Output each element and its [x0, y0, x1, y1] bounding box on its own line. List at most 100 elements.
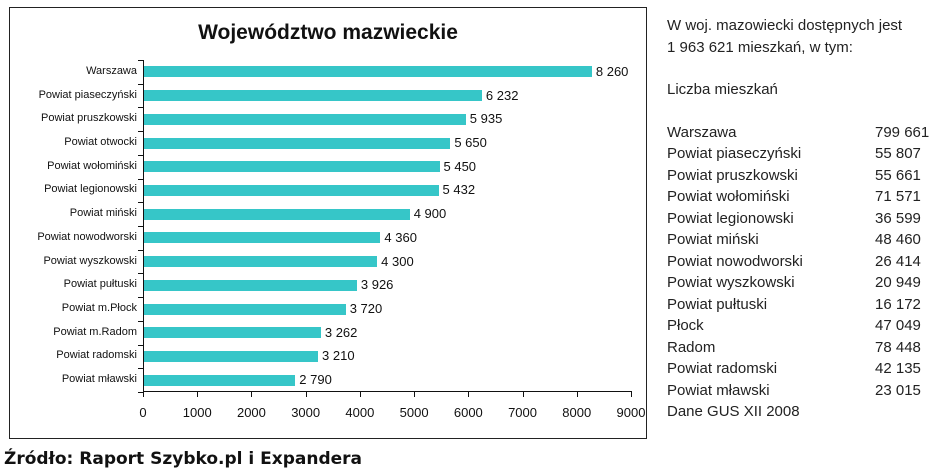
category-label: Powiat wołomiński: [47, 159, 137, 172]
bar: [144, 184, 439, 196]
side-row-value: 799 661: [875, 123, 930, 141]
x-tick: [143, 392, 144, 397]
category-label: Warszawa: [86, 64, 137, 77]
side-row-name: Powiat mławski: [667, 381, 770, 399]
side-row-value: 55 807: [875, 145, 921, 162]
side-row: Powiat nowodworski 26 414: [667, 251, 941, 273]
category-label: Powiat piaseczyński: [38, 88, 137, 101]
side-row-name: Powiat piaseczyński: [667, 145, 802, 162]
category-label: Powiat legionowski: [44, 183, 137, 196]
y-tick: [138, 154, 143, 156]
y-tick: [138, 131, 143, 133]
source-caption: Źródło: Raport Szybko.pl i Expandera: [4, 449, 363, 469]
value-label: 4 300: [381, 253, 414, 269]
side-row-name: Powiat pruszkowski: [667, 166, 798, 184]
value-label: 3 210: [322, 348, 355, 364]
value-label: 5 450: [443, 158, 477, 174]
plot-area: Warszawa 8 260 Powiat piaseczyński 6 232 Pow…: [37, 60, 645, 420]
bar: [144, 90, 482, 102]
x-axis: [143, 391, 632, 392]
side-row-value: 26 414: [875, 252, 921, 270]
side-row: Radom 78 448: [667, 337, 941, 359]
intro-line-1: W woj. mazowiecki dostępnych jest: [667, 17, 903, 34]
bar: [144, 279, 357, 291]
x-tick: [305, 392, 307, 397]
bar: [144, 303, 346, 315]
side-row: Powiat pruszkowski 55 661: [667, 165, 941, 187]
side-row: Powiat wołomiński 71 571: [667, 186, 941, 208]
x-tick-label: 2000: [236, 405, 266, 420]
y-tick: [138, 344, 143, 346]
side-row: Powiat piaseczyński 55 807: [667, 143, 941, 165]
side-row: Powiat wyszkowski 20 949: [667, 272, 941, 294]
side-row-value: 16 172: [875, 295, 921, 313]
category-label: Powiat m.Płock: [61, 302, 137, 314]
value-label: 2 790: [299, 372, 332, 388]
x-tick: [197, 392, 199, 397]
y-tick: [138, 297, 143, 299]
side-row: Powiat legionowski 36 599: [667, 208, 941, 230]
x-tick-label: 9000: [616, 405, 646, 420]
x-tick-label: 8000: [562, 405, 592, 420]
side-row-name: Powiat wołomiński: [667, 188, 790, 205]
x-tick: [576, 392, 578, 397]
value-label: 4 900: [413, 206, 447, 222]
side-row-value: 36 599: [875, 209, 921, 227]
side-footer: Dane GUS XII 2008: [667, 403, 800, 420]
x-tick: [468, 392, 470, 397]
bar: [144, 232, 381, 244]
category-label: Powiat radomski: [56, 349, 137, 362]
side-row: Płock 47 049: [667, 315, 941, 337]
y-tick: [138, 107, 143, 109]
value-label: 4 360: [384, 229, 417, 245]
side-row-name: Powiat miński: [667, 231, 759, 248]
category-label: Powiat m.Radom: [53, 325, 137, 338]
x-tick: [522, 392, 524, 397]
side-row-value: 42 135: [875, 360, 921, 377]
value-label: 5 935: [469, 111, 503, 127]
side-row-name: Powiat nowodworski: [667, 252, 803, 270]
category-label: Powiat wyszkowski: [43, 254, 137, 267]
bar: [144, 256, 378, 268]
side-rows: Warszawa 799 661 Powiat piaseczyński 55 807…: [667, 122, 947, 402]
bar: [144, 66, 592, 78]
side-row: Powiat mławski 23 015: [667, 380, 941, 402]
bar: [144, 208, 410, 220]
value-label: 5 650: [454, 135, 487, 150]
side-row: Powiat pułtuski 16 172: [667, 294, 941, 316]
y-tick: [138, 249, 143, 251]
x-tick-label: 6000: [453, 405, 483, 420]
category-label: Powiat pułtuski: [63, 278, 137, 291]
side-row: Powiat miński 48 460: [667, 229, 941, 251]
side-row-name: Powiat wyszkowski: [667, 274, 795, 291]
x-tick: [251, 392, 253, 397]
x-tick-label: 4000: [345, 405, 375, 420]
y-tick: [138, 226, 143, 227]
y-tick: [138, 392, 143, 393]
category-label: Powiat miński: [69, 207, 137, 220]
side-row-value: 20 949: [875, 274, 921, 291]
x-tick: [359, 392, 361, 397]
value-label: 8 260: [595, 63, 629, 79]
bar: [144, 350, 319, 362]
intro-line-2: 1 963 621 mieszkań, w tym:: [667, 38, 853, 56]
bar: [144, 374, 296, 386]
side-row-name: Powiat pułtuski: [667, 295, 768, 313]
x-tick-label: 3000: [291, 405, 321, 420]
x-tick-label: 0: [139, 405, 147, 420]
side-row-value: 47 049: [875, 317, 921, 334]
y-tick: [138, 60, 143, 61]
value-label: 3 262: [324, 324, 358, 340]
bar: [144, 161, 440, 173]
bar: [144, 327, 321, 339]
side-row-name: Radom: [667, 338, 716, 356]
chart-frame: Województwo mazwieckie Warszawa 8 260 Powi…: [9, 7, 647, 439]
category-label: Powiat nowodworski: [37, 230, 137, 243]
side-row: Powiat radomski 42 135: [667, 358, 941, 380]
y-tick: [138, 202, 143, 204]
side-row-name: Warszawa: [667, 123, 737, 141]
side-row-value: 23 015: [875, 381, 921, 399]
side-row-name: Płock: [667, 317, 704, 334]
side-row: Warszawa 799 661: [667, 122, 941, 144]
y-axis: [143, 60, 144, 392]
